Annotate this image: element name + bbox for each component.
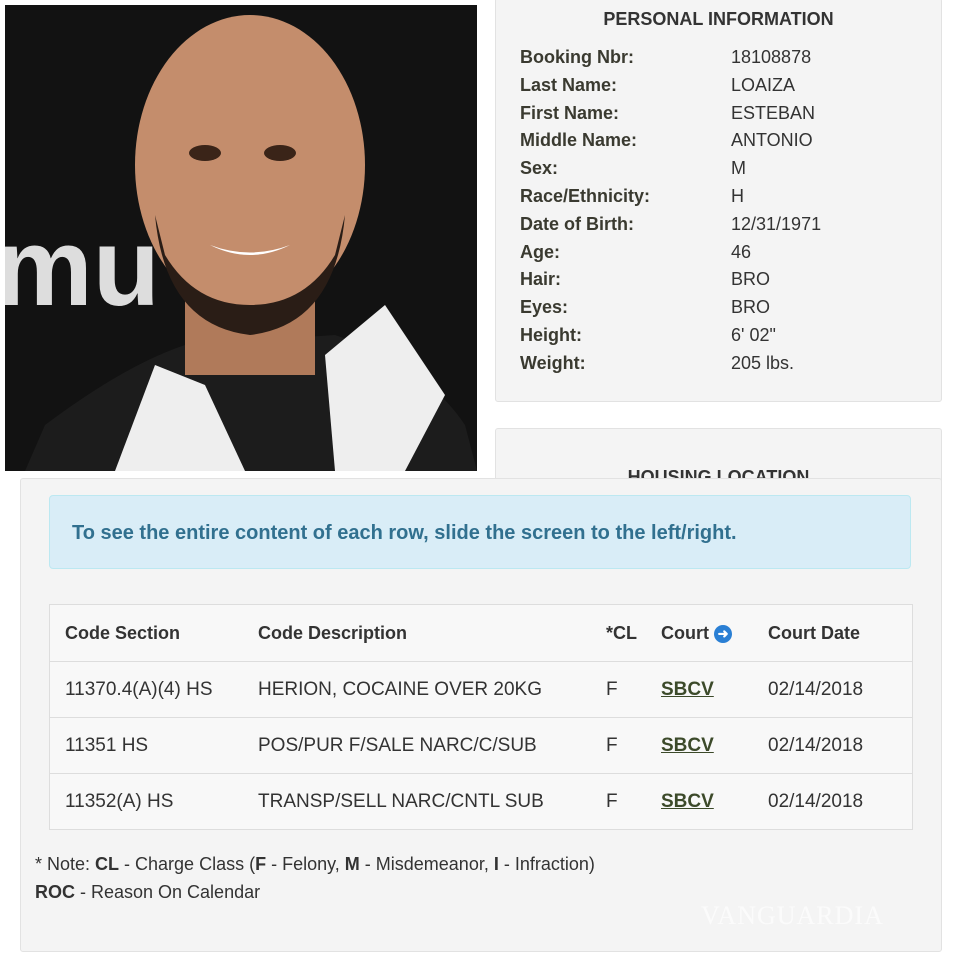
header-court[interactable]: Court ➜ (649, 604, 753, 662)
court-date: 02/14/2018 (753, 661, 913, 718)
info-label: Eyes: (520, 297, 569, 318)
info-value: 6' 02" (731, 325, 776, 345)
charge-class: F (606, 717, 649, 774)
info-value: M (731, 158, 746, 179)
scroll-hint-alert: To see the entire content of each row, s… (49, 495, 911, 569)
info-value: H (731, 186, 744, 206)
info-value: ANTONIO (731, 130, 813, 151)
court-link[interactable]: SBCV (661, 790, 714, 812)
charges-table[interactable]: Code Section Code Description *CL Court … (49, 604, 913, 830)
header-code-section: Code Section (49, 604, 243, 662)
info-value: 18108878 (731, 47, 812, 67)
note-m: M (344, 854, 360, 874)
note-roc-label: ROC (35, 882, 75, 902)
note-i-desc: - Infraction) (498, 854, 595, 874)
table-row: 11370.4(A)(4) HS HERION, COCAINE OVER 20… (49, 661, 913, 718)
info-label: Hair: (520, 269, 562, 290)
info-value: LOAIZA (731, 74, 796, 95)
note-m-desc: - Misdemeanor, (359, 854, 494, 874)
info-label: Sex: (520, 158, 559, 179)
header-court-date: Court Date (753, 604, 913, 662)
court-date: 02/14/2018 (753, 717, 913, 774)
info-value: 205 lbs. (731, 352, 795, 373)
info-label: Middle Name: (520, 130, 638, 151)
info-label: Booking Nbr: (520, 47, 634, 67)
code-section: 11351 HS (49, 717, 243, 774)
header-court-label: Court (661, 622, 709, 643)
info-value: ESTEBAN (731, 102, 816, 123)
table-header-row: Code Section Code Description *CL Court … (49, 604, 913, 662)
note-f-desc: - Felony, (266, 854, 345, 874)
info-label: Weight: (520, 352, 586, 373)
note-roc-desc: - Reason On Calendar (75, 882, 261, 902)
info-label: First Name: (520, 102, 620, 123)
note-prefix: * Note: (35, 854, 96, 874)
note-cl-desc: - Charge Class ( (119, 854, 256, 874)
info-label: Date of Birth: (520, 213, 634, 234)
portrait-photo: mu (5, 5, 477, 471)
watermark: VANGUARDIA (701, 901, 884, 930)
charge-class: F (606, 773, 649, 830)
info-value: BRO (731, 297, 771, 318)
code-description: TRANSP/SELL NARC/CNTL SUB (243, 773, 606, 830)
header-cl: *CL (606, 604, 649, 662)
code-description: POS/PUR F/SALE NARC/C/SUB (243, 717, 606, 774)
info-label: Age: (520, 241, 560, 262)
portrait-image: mu (5, 5, 477, 471)
note-roc: ROC - Reason On Calendar (35, 882, 260, 903)
code-description: HERION, COCAINE OVER 20KG (243, 661, 606, 718)
info-label: Height: (520, 325, 582, 345)
court-link[interactable]: SBCV (661, 734, 714, 756)
note-charge-class: * Note: CL - Charge Class (F - Felony, M… (35, 854, 595, 875)
code-section: 11352(A) HS (49, 773, 243, 830)
arrow-right-circle-icon[interactable]: ➜ (714, 624, 733, 643)
info-value: 46 (731, 241, 752, 262)
info-value: 12/31/1971 (731, 213, 822, 234)
court-link[interactable]: SBCV (661, 678, 714, 700)
note-cl: CL (95, 854, 120, 874)
header-code-description: Code Description (243, 604, 606, 662)
personal-information-title: PERSONAL INFORMATION (603, 9, 834, 29)
court-cell: SBCV (649, 661, 753, 718)
court-cell: SBCV (649, 717, 753, 774)
sign-text: mu (5, 206, 160, 329)
info-value: BRO (731, 269, 771, 290)
personal-information-card: PERSONAL INFORMATION Booking Nbr: 1810887… (495, 0, 942, 402)
code-section: 11370.4(A)(4) HS (49, 661, 243, 718)
charge-class: F (606, 661, 649, 718)
charges-panel: To see the entire content of each row, s… (20, 478, 942, 952)
info-label: Race/Ethnicity: (520, 186, 651, 206)
table-row: 11352(A) HS TRANSP/SELL NARC/CNTL SUB F … (49, 773, 913, 830)
court-date: 02/14/2018 (753, 773, 913, 830)
info-label: Last Name: (520, 74, 618, 95)
table-row: 11351 HS POS/PUR F/SALE NARC/C/SUB F SBC… (49, 717, 913, 774)
note-f: F (255, 854, 267, 874)
note-i: I (493, 854, 499, 874)
court-cell: SBCV (649, 773, 753, 830)
